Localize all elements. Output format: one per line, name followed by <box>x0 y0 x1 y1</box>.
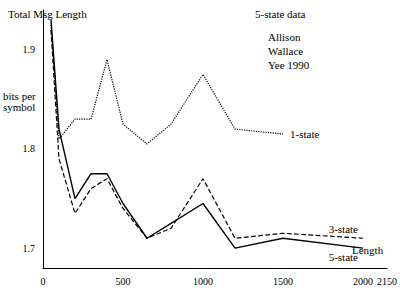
svg-text:500: 500 <box>116 276 131 287</box>
svg-text:1.8: 1.8 <box>23 143 36 154</box>
svg-text:5-state data: 5-state data <box>255 8 306 20</box>
svg-text:2150: 2150 <box>377 276 397 287</box>
svg-text:0: 0 <box>41 276 46 287</box>
svg-text:3-state: 3-state <box>329 223 358 235</box>
svg-text:1500: 1500 <box>273 276 293 287</box>
svg-text:bits per: bits per <box>3 89 39 102</box>
svg-text:1.7: 1.7 <box>23 243 36 254</box>
svg-text:1.9: 1.9 <box>23 44 36 55</box>
svg-text:5-state: 5-state <box>329 251 358 263</box>
svg-text:Length: Length <box>352 243 384 256</box>
svg-text:symbol: symbol <box>3 101 35 113</box>
svg-text:1-state: 1-state <box>290 128 319 140</box>
svg-text:Allison: Allison <box>268 31 301 43</box>
svg-text:Wallace: Wallace <box>268 45 303 57</box>
svg-text:Total Msg Length: Total Msg Length <box>8 8 87 20</box>
svg-text:Yee 1990: Yee 1990 <box>268 59 310 71</box>
svg-text:1000: 1000 <box>193 276 213 287</box>
svg-text:2000: 2000 <box>353 276 373 287</box>
